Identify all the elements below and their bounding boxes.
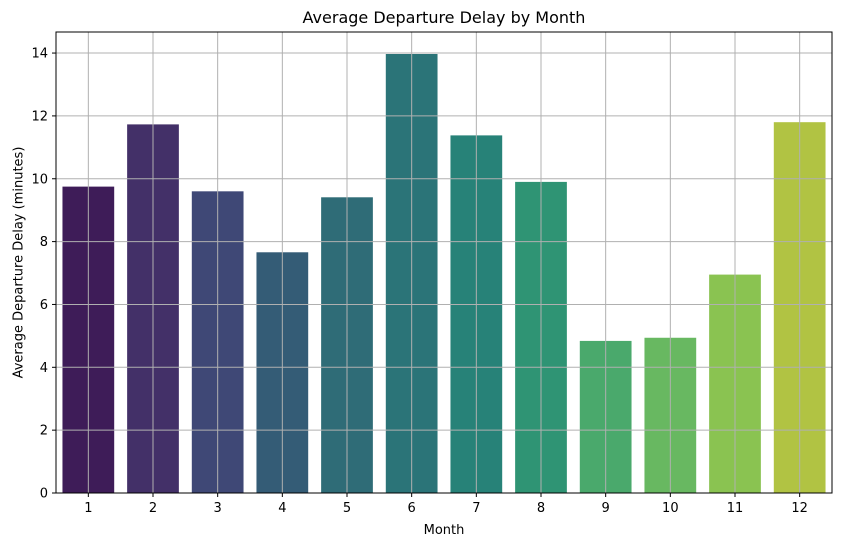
y-axis-label: Average Departure Delay (minutes) xyxy=(12,147,27,379)
y-axis-ticks: 0 2 4 6 8 10 12 14 xyxy=(31,47,56,502)
x-tick-label: 11 xyxy=(727,501,744,516)
y-tick-label: 10 xyxy=(31,172,48,187)
x-tick-label: 6 xyxy=(408,501,416,516)
x-tick-label: 10 xyxy=(662,501,679,516)
y-tick-label: 0 xyxy=(40,487,48,502)
y-tick-label: 14 xyxy=(31,47,48,62)
chart-title: Average Departure Delay by Month xyxy=(303,8,586,27)
grid-lines xyxy=(56,32,832,494)
x-tick-label: 2 xyxy=(149,501,157,516)
x-tick-label: 1 xyxy=(84,501,92,516)
x-axis-ticks: 1 2 3 4 5 6 7 8 9 10 11 12 xyxy=(84,493,808,516)
y-tick-label: 6 xyxy=(40,298,48,313)
x-tick-label: 3 xyxy=(214,501,222,516)
y-tick-label: 8 xyxy=(40,235,48,250)
x-tick-label: 9 xyxy=(602,501,610,516)
x-axis-label: Month xyxy=(424,523,465,538)
y-tick-label: 4 xyxy=(40,361,48,376)
x-tick-label: 8 xyxy=(537,501,545,516)
x-tick-label: 12 xyxy=(791,501,808,516)
x-tick-label: 7 xyxy=(472,501,480,516)
y-tick-label: 12 xyxy=(31,109,48,124)
x-tick-label: 4 xyxy=(278,501,286,516)
y-tick-label: 2 xyxy=(40,424,48,439)
x-tick-label: 5 xyxy=(343,501,351,516)
plot-frame xyxy=(55,31,833,494)
